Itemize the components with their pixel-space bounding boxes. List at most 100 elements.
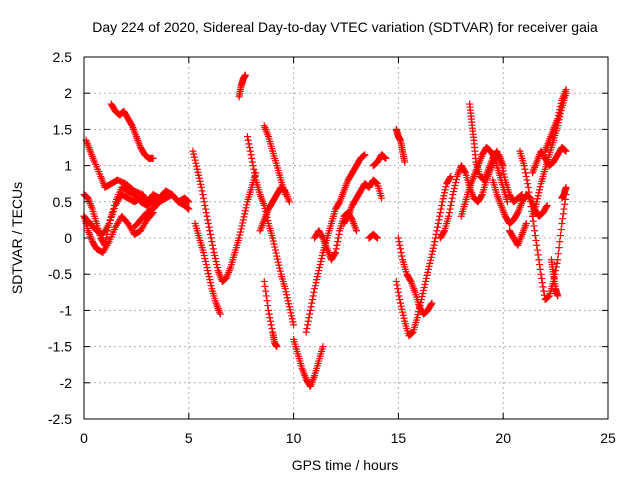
- data-point: [304, 317, 312, 325]
- data-point: [432, 230, 440, 238]
- data-point: [438, 198, 446, 206]
- data-point: [534, 251, 542, 259]
- data-point: [373, 234, 381, 242]
- data-point: [335, 230, 343, 238]
- data-point: [147, 194, 155, 202]
- data-point: [309, 292, 317, 300]
- data-point: [531, 232, 539, 240]
- data-point: [394, 234, 402, 242]
- data-point: [250, 165, 258, 173]
- data-point: [422, 274, 430, 282]
- data-point: [201, 201, 209, 209]
- data-point: [530, 222, 538, 230]
- x-axis-title: GPS time / hours: [292, 457, 399, 473]
- data-point: [308, 299, 316, 307]
- data-point: [199, 191, 207, 199]
- data-point: [239, 219, 247, 227]
- data-point: [531, 227, 539, 235]
- data-point: [372, 178, 380, 186]
- data-point: [241, 71, 249, 79]
- data-point: [212, 258, 220, 266]
- data-point: [420, 286, 428, 294]
- data-point: [283, 294, 291, 302]
- data-point: [243, 133, 251, 141]
- data-point: [436, 209, 444, 217]
- data-point: [522, 220, 530, 228]
- data-point: [524, 183, 532, 191]
- data-point: [313, 273, 321, 281]
- data-point: [540, 287, 548, 295]
- series-track-ae: [547, 256, 562, 300]
- data-point: [499, 164, 507, 172]
- data-point: [245, 140, 253, 148]
- data-point: [285, 198, 293, 206]
- data-point: [535, 256, 543, 264]
- data-point: [249, 162, 257, 170]
- data-point: [191, 156, 199, 164]
- data-point: [183, 204, 191, 212]
- data-point: [373, 233, 381, 241]
- data-point: [428, 299, 436, 307]
- data-point: [436, 212, 444, 220]
- data-point: [209, 245, 217, 253]
- data-point: [413, 314, 421, 322]
- data-point: [545, 293, 553, 301]
- data-point: [304, 321, 312, 329]
- data-point: [559, 215, 567, 223]
- data-point: [498, 161, 506, 169]
- data-point: [318, 251, 326, 259]
- data-point: [264, 306, 272, 314]
- data-point: [207, 282, 215, 290]
- y-tick-label: 0.5: [53, 194, 73, 210]
- data-point: [104, 227, 112, 235]
- series-track-n: [290, 335, 327, 390]
- data-point: [335, 199, 343, 207]
- data-point: [554, 115, 562, 123]
- data-point: [200, 198, 208, 206]
- data-point: [273, 343, 281, 351]
- data-point: [210, 248, 218, 256]
- y-tick-label: -1: [60, 302, 73, 318]
- data-point: [195, 171, 203, 179]
- series-track-q: [340, 176, 386, 228]
- data-point: [272, 249, 280, 257]
- data-point: [205, 223, 213, 231]
- data-point: [532, 236, 540, 244]
- data-point: [247, 151, 255, 159]
- y-tick-label: 2: [64, 85, 72, 101]
- data-point: [282, 288, 290, 296]
- data-point: [146, 195, 154, 203]
- data-point: [206, 230, 214, 238]
- data-point: [373, 179, 381, 187]
- x-tick-label: 25: [600, 430, 616, 446]
- data-point: [394, 288, 402, 296]
- series-track-u: [392, 172, 455, 340]
- series-track-s: [365, 230, 381, 242]
- data-point: [285, 303, 293, 311]
- y-tick-label: 0: [64, 230, 72, 246]
- data-point: [424, 268, 432, 276]
- data-point: [539, 283, 547, 291]
- data-point: [500, 170, 508, 178]
- data-point: [260, 277, 268, 285]
- data-point: [315, 267, 323, 275]
- data-point: [331, 250, 339, 258]
- data-point: [302, 328, 310, 336]
- y-tick-label: 2.5: [53, 49, 73, 65]
- data-point: [184, 204, 192, 212]
- series-track-h: [191, 220, 224, 318]
- data-point: [499, 167, 507, 175]
- data-point: [343, 213, 351, 221]
- data-point: [313, 276, 321, 284]
- data-point: [236, 231, 244, 239]
- data-point: [262, 287, 270, 295]
- x-tick-label: 5: [185, 430, 193, 446]
- series-track-ac: [541, 86, 570, 155]
- series-track-r: [369, 151, 390, 170]
- data-point: [204, 267, 212, 275]
- data-point: [522, 169, 530, 177]
- data-point: [399, 308, 407, 316]
- data-point: [308, 296, 316, 304]
- data-point: [248, 154, 256, 162]
- data-point: [382, 154, 390, 162]
